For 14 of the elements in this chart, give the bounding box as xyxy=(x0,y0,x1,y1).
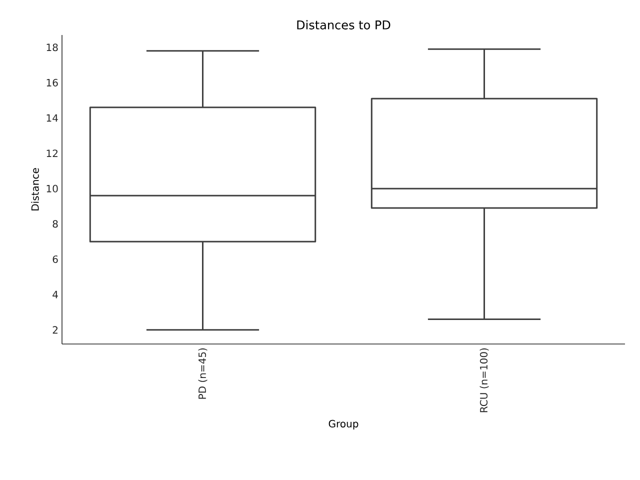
y-tick-label: 16 xyxy=(46,78,58,86)
x-axis-title: Group xyxy=(328,420,358,430)
y-tick-label: 14 xyxy=(46,114,58,122)
y-tick-label: 2 xyxy=(52,326,58,334)
y-tick-label: 4 xyxy=(52,290,58,298)
y-tick-label: 12 xyxy=(46,150,58,158)
y-tick-label: 10 xyxy=(46,184,58,192)
y-axis-title: Distance xyxy=(31,168,39,210)
y-tick-label: 8 xyxy=(52,220,58,228)
y-tick-label: 18 xyxy=(46,44,58,52)
x-tick-label: PD (n=45) xyxy=(198,348,208,399)
chart-title: Distances to PD xyxy=(297,20,390,30)
y-tick-label: 6 xyxy=(52,255,58,264)
x-tick-label: RCU (n=100) xyxy=(480,348,489,412)
